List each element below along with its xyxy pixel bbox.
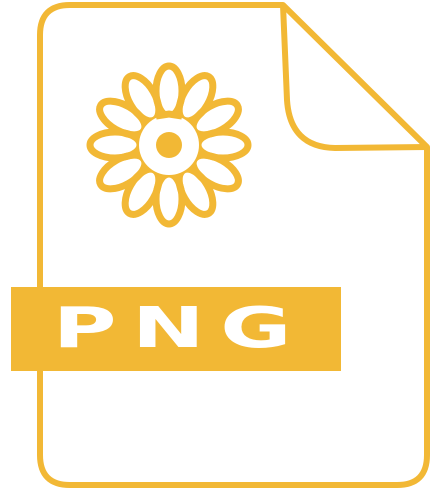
badge-label: PNG [52,296,308,361]
folded-corner [280,4,428,151]
document-outline [37,2,430,488]
format-badge: PNG [11,287,341,371]
flower-icon [86,62,252,228]
flower-center [156,132,182,158]
